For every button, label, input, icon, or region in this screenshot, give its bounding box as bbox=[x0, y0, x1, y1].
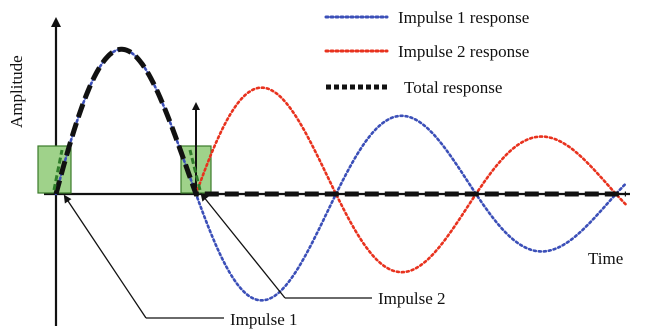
impulse1-label: Impulse 1 bbox=[230, 310, 298, 329]
legend-label-impulse1: Impulse 1 response bbox=[398, 8, 529, 27]
impulse2-label: Impulse 2 bbox=[378, 289, 446, 308]
impulse1-response-curve bbox=[54, 48, 628, 302]
legend-label-impulse2: Impulse 2 response bbox=[398, 42, 529, 61]
legend-label-total: Total response bbox=[404, 78, 502, 97]
y-axis-label: Amplitude bbox=[7, 55, 26, 128]
x-axis-label: Time bbox=[588, 249, 623, 268]
legend: Impulse 1 response Impulse 2 response To… bbox=[324, 8, 529, 97]
impulse1-pointer-diag bbox=[63, 194, 147, 319]
total-response-curve bbox=[53, 46, 626, 197]
impulse2-pointer-diag bbox=[200, 192, 286, 299]
impulse-green-stem-2 bbox=[188, 149, 202, 191]
impulse-green-stem-1 bbox=[52, 149, 64, 191]
impulse2-response-curve bbox=[194, 86, 628, 274]
